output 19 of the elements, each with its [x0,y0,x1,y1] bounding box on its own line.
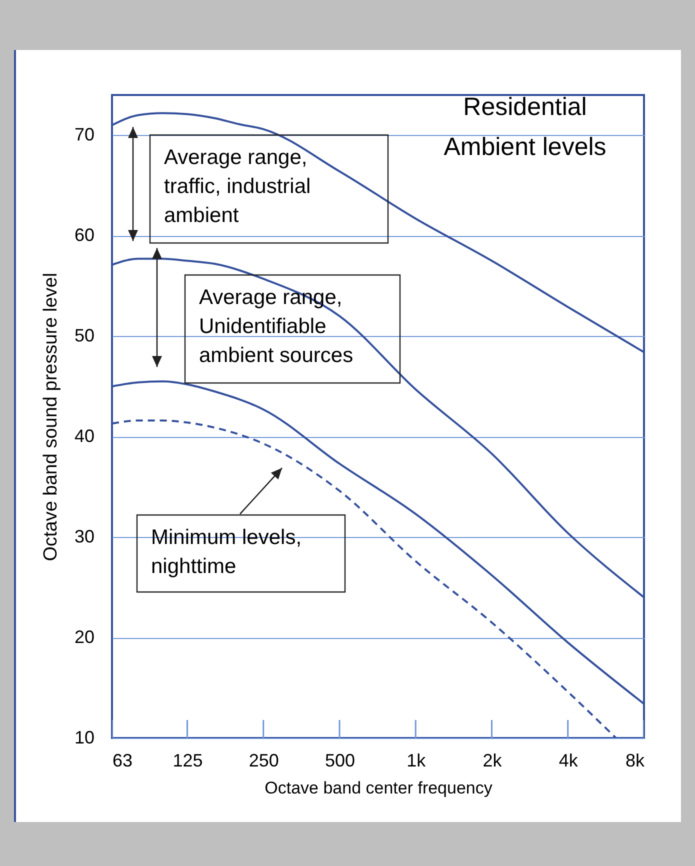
y-tick-label: 40 [74,426,94,446]
y-axis-title: Octave band sound pressure level [40,272,62,562]
x-tick-label: 250 [248,750,279,770]
x-tick-label: 4k [558,750,579,770]
x-tick-label: 63 [112,750,133,770]
y-tick-label: 50 [74,326,94,346]
x-tick-label: 8k [625,750,646,770]
y-tick-label: 30 [74,526,94,547]
y-tick-label: 70 [74,124,94,145]
y-tick-label: 10 [74,728,94,748]
x-tick-label: 1k [406,750,427,770]
x-tick-label: 500 [324,750,356,770]
y-tick-label: 60 [74,225,94,246]
y-tick-label: 20 [74,627,94,648]
annotation: Average range, traffic, industrial ambient [164,146,311,227]
x-tick-label: 125 [172,750,203,770]
x-axis-title: Octave band center frequency [264,778,493,798]
text: Residential Ambient levels [444,93,606,161]
x-tick-label: 2k [482,750,503,770]
